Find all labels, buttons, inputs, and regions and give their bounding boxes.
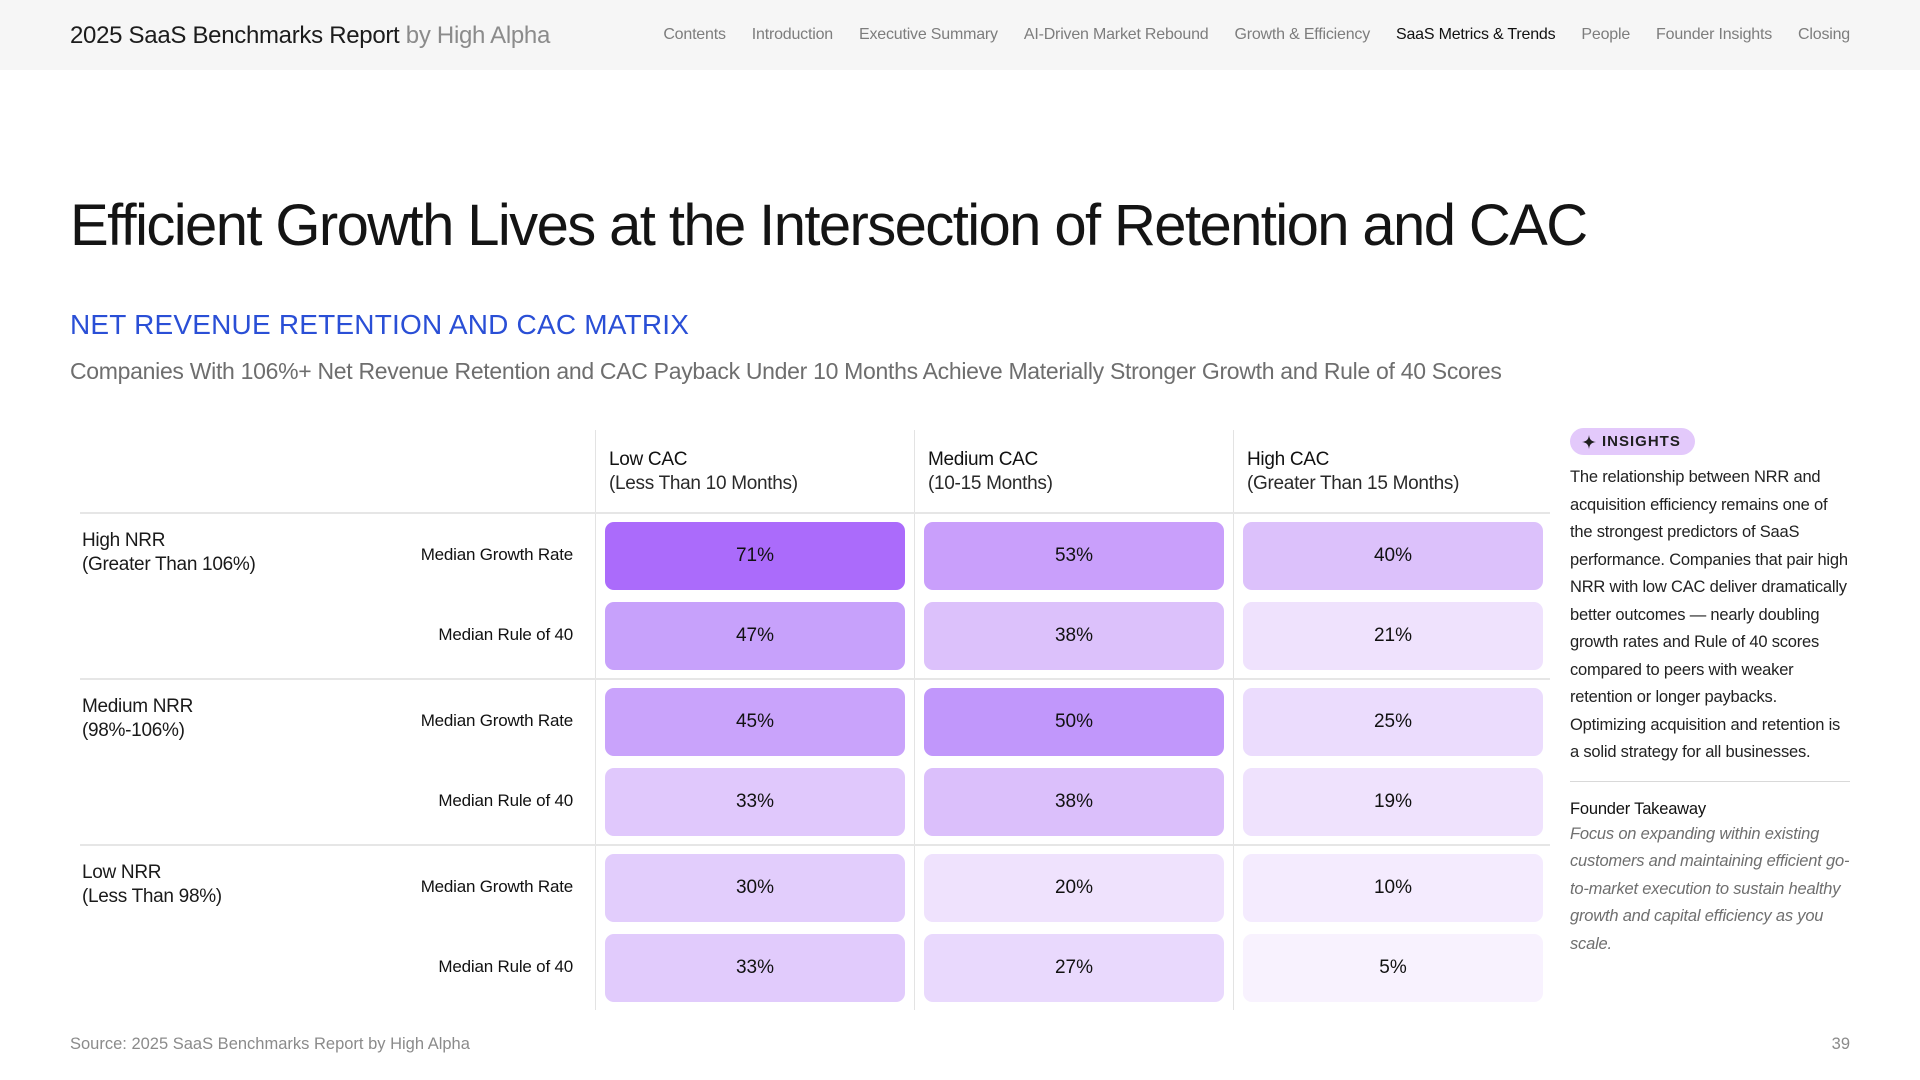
report-brand[interactable]: 2025 SaaS Benchmarks Report by High Alph… — [70, 22, 550, 50]
metric-label: Median Rule of 40 — [438, 957, 573, 976]
page-number: 39 — [1831, 1035, 1850, 1053]
matrix-cell: 47% — [605, 602, 905, 670]
column-header-range: (Less Than 10 Months) — [609, 473, 798, 494]
brand-byline: by High Alpha — [399, 22, 551, 49]
metric-label: Median Growth Rate — [420, 711, 574, 730]
page-subtitle: Companies With 106%+ Net Revenue Retenti… — [70, 358, 1502, 384]
insights-badge: INSIGHTS — [1570, 428, 1695, 455]
insights-panel: INSIGHTS The relationship between NRR an… — [1570, 428, 1850, 958]
insights-divider — [1570, 780, 1850, 782]
metric-label: Median Growth Rate — [420, 877, 574, 896]
row-header-range: (98%-106%) — [82, 720, 185, 741]
column-header-title: Low CAC — [609, 449, 688, 470]
matrix-cell: 38% — [924, 768, 1224, 836]
section-nav: Contents Introduction Executive Summary AI-… — [663, 26, 1850, 44]
row-header-range: (Greater Than 106%) — [82, 554, 256, 575]
nav-item-saas-metrics-trends[interactable]: SaaS Metrics & Trends — [1396, 26, 1556, 43]
row-header-high-nrr: High NRR (Greater Than 106%) — [82, 529, 256, 577]
founder-takeaway-title: Founder Takeaway — [1570, 799, 1706, 818]
insights-badge-label: INSIGHTS — [1602, 433, 1681, 450]
row-header-title: Low NRR — [82, 862, 162, 883]
page-title: Efficient Growth Lives at the Intersecti… — [70, 193, 1588, 258]
matrix-cell: 27% — [924, 934, 1224, 1002]
matrix-cell: 20% — [924, 854, 1224, 922]
column-divider — [1233, 430, 1234, 1010]
matrix-cell: 53% — [924, 522, 1224, 590]
nav-item-people[interactable]: People — [1581, 26, 1631, 43]
metric-label: Median Growth Rate — [420, 545, 574, 564]
column-header-range: (Greater Than 15 Months) — [1247, 473, 1460, 494]
row-divider — [80, 844, 1550, 846]
column-divider — [914, 430, 915, 1010]
nrr-cac-matrix: Low CAC (Less Than 10 Months) Medium CAC (1… — [80, 430, 1550, 1010]
top-nav-bar: 2025 SaaS Benchmarks Report by High Alph… — [0, 0, 1920, 70]
column-divider — [595, 430, 596, 1010]
source-note: Source: 2025 SaaS Benchmarks Report by H… — [70, 1035, 470, 1053]
row-header-title: Medium NRR — [82, 696, 194, 717]
column-header-high-cac: High CAC (Greater Than 15 Months) — [1247, 448, 1459, 496]
column-header-title: Medium CAC — [928, 449, 1038, 470]
matrix-cell: 19% — [1243, 768, 1543, 836]
nav-item-contents[interactable]: Contents — [663, 26, 726, 43]
matrix-cell: 33% — [605, 768, 905, 836]
matrix-cell: 30% — [605, 854, 905, 922]
matrix-cell: 21% — [1243, 602, 1543, 670]
row-header-title: High NRR — [82, 530, 166, 551]
matrix-cell: 33% — [605, 934, 905, 1002]
column-header-title: High CAC — [1247, 449, 1330, 470]
row-divider — [80, 512, 1550, 514]
matrix-cell: 71% — [605, 522, 905, 590]
matrix-cell: 40% — [1243, 522, 1543, 590]
nav-item-executive-summary[interactable]: Executive Summary — [858, 26, 998, 43]
nav-item-growth-efficiency[interactable]: Growth & Efficiency — [1234, 26, 1370, 43]
row-header-low-nrr: Low NRR (Less Than 98%) — [82, 861, 222, 909]
nav-item-ai-driven-market-rebound[interactable]: AI-Driven Market Rebound — [1023, 26, 1209, 43]
metric-label: Median Rule of 40 — [438, 625, 573, 644]
column-header-medium-cac: Medium CAC (10-15 Months) — [928, 448, 1053, 496]
row-divider — [80, 678, 1550, 680]
matrix-cell: 45% — [605, 688, 905, 756]
column-header-range: (10-15 Months) — [928, 473, 1053, 494]
matrix-cell: 10% — [1243, 854, 1543, 922]
section-label: NET REVENUE RETENTION AND CAC MATRIX — [70, 309, 690, 340]
row-header-range: (Less Than 98%) — [82, 886, 222, 907]
insights-text: The relationship between NRR and acquisi… — [1570, 468, 1848, 761]
nav-item-introduction[interactable]: Introduction — [751, 26, 833, 43]
metric-label: Median Rule of 40 — [438, 791, 573, 810]
matrix-cell: 50% — [924, 688, 1224, 756]
matrix-cell: 38% — [924, 602, 1224, 670]
row-header-medium-nrr: Medium NRR (98%-106%) — [82, 695, 193, 743]
matrix-cell: 25% — [1243, 688, 1543, 756]
nav-item-founder-insights[interactable]: Founder Insights — [1656, 26, 1773, 43]
nav-item-closing[interactable]: Closing — [1798, 26, 1850, 43]
brand-title: 2025 SaaS Benchmarks Report — [70, 22, 400, 49]
column-header-low-cac: Low CAC (Less Than 10 Months) — [609, 448, 798, 496]
founder-takeaway-text: Focus on expanding within existing custo… — [1570, 824, 1850, 953]
matrix-cell: 5% — [1243, 934, 1543, 1002]
sparkle-icon — [1582, 434, 1596, 449]
